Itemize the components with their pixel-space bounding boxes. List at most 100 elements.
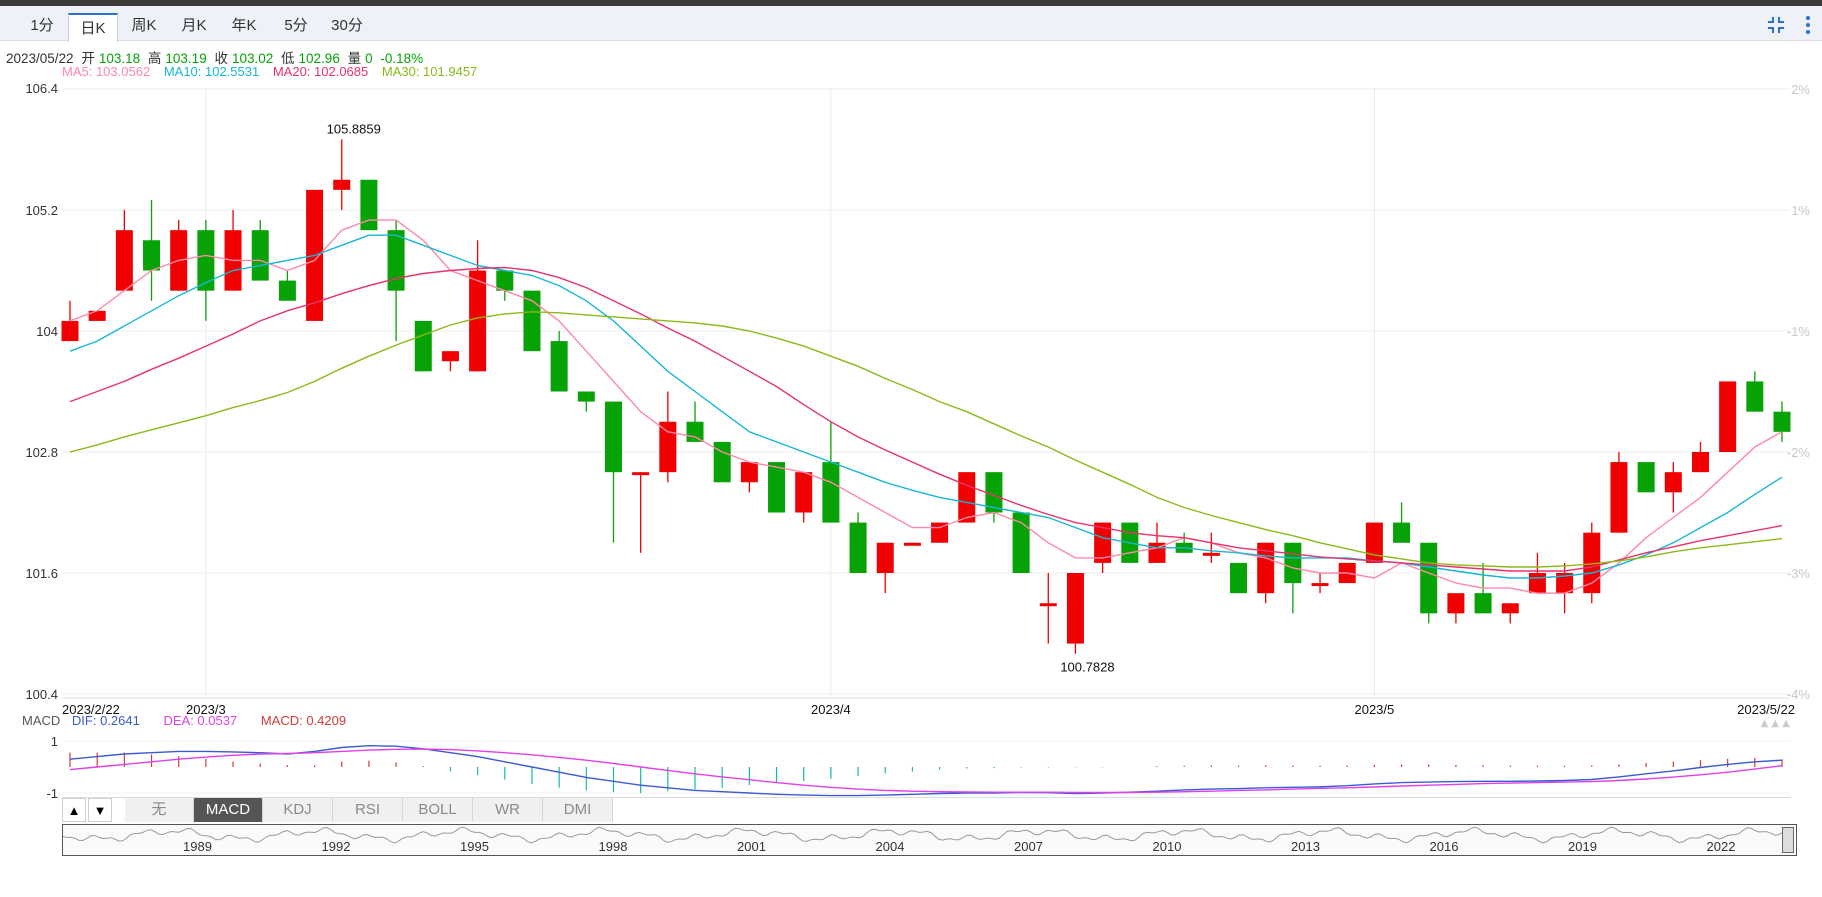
right-tick-label: 2% — [1791, 82, 1810, 97]
right-tick-label: -4% — [1787, 687, 1811, 702]
candle-body — [740, 462, 758, 483]
candle-body — [1311, 583, 1329, 587]
arrow-up-button[interactable]: ▲ — [62, 798, 86, 822]
candle-body — [1094, 522, 1112, 563]
candle-body — [441, 351, 459, 362]
x-tick-label: 2023/4 — [811, 702, 851, 717]
navigator-handle[interactable] — [1782, 827, 1794, 853]
candle-body — [903, 542, 921, 546]
indicator-macd[interactable]: MACD — [194, 798, 263, 822]
navigator-year-label: 2016 — [1429, 839, 1459, 854]
indicator-dmi[interactable]: DMI — [543, 798, 613, 822]
candle-body — [1746, 381, 1764, 412]
navigator-year-label: 2010 — [1152, 839, 1182, 854]
indicator-rsi[interactable]: RSI — [333, 798, 403, 822]
fullscreen-exit-icon[interactable] — [1766, 15, 1786, 40]
dea-legend: DEA: 0.0537 — [163, 713, 238, 728]
tab-weekly-k[interactable]: 周K — [131, 17, 157, 34]
candle-body — [822, 462, 840, 523]
ma-line-ma10 — [69, 234, 1783, 579]
candle-body — [115, 230, 133, 291]
y-tick-label: 104 — [36, 324, 58, 339]
macd-y-tick-label: -1 — [46, 786, 58, 801]
right-tick-label: -1% — [1787, 324, 1811, 339]
tab-yearly-k[interactable]: 年K — [231, 17, 257, 34]
x-tick-label: 2023/5/22 — [1737, 702, 1795, 717]
low-label: 低 — [281, 51, 295, 66]
ma-line-ma30 — [69, 311, 1783, 568]
navigator-year-label: 1992 — [321, 839, 351, 854]
right-tick-label: -2% — [1787, 445, 1811, 460]
candle-body — [143, 240, 161, 271]
candle-body — [360, 179, 378, 231]
quote-date: 2023/05/22 — [6, 51, 74, 66]
dif-line — [69, 744, 1783, 797]
candle-body — [577, 391, 595, 402]
time-navigator[interactable]: 1989 1992 1995 1998 2001 2004 2007 2010 2013 2016… — [62, 824, 1797, 856]
indicator-bar — [62, 797, 1791, 824]
candle-body — [1393, 522, 1411, 543]
candle-body — [1230, 562, 1248, 594]
indicator-boll[interactable]: BOLL — [403, 798, 473, 822]
navigator-year-label: 2001 — [737, 839, 766, 854]
close-label: 收 — [214, 51, 228, 66]
dif-legend: DIF: 0.2641 — [71, 713, 140, 728]
ma-line-ma5 — [69, 219, 1783, 594]
tab-daily-k[interactable]: 日K — [68, 13, 118, 42]
tab-5min[interactable]: 5分 — [284, 17, 308, 34]
candle-body — [1583, 532, 1601, 594]
candle-body — [686, 421, 704, 442]
navigator-year-label: 2019 — [1568, 839, 1597, 854]
candle-body — [550, 341, 568, 392]
volume-label: 量 — [347, 51, 362, 66]
more-vertical-icon[interactable] — [1804, 15, 1812, 40]
candle-body — [1637, 462, 1655, 493]
dea-line — [69, 748, 1783, 794]
navigator-sparkline — [63, 826, 1784, 844]
candle-body — [197, 230, 215, 291]
candle-body — [1719, 381, 1737, 452]
ma-legend: MA5: 103.0562 MA10: 102.5531 MA20: 102.0… — [62, 64, 481, 79]
x-tick-label: 2023/5 — [1354, 702, 1394, 717]
max-price-label: 105.8859 — [327, 121, 381, 136]
candle-body — [849, 522, 867, 573]
quote-summary: 2023/05/22 开 103.18 高 103.19 收 103.02 低 102.… — [6, 47, 427, 67]
candle-body — [414, 320, 432, 372]
open-label: 开 — [81, 51, 95, 66]
candle-body — [1202, 552, 1220, 556]
candle-body — [1501, 603, 1519, 614]
macd-value-legend: MACD: 0.4209 — [260, 713, 347, 728]
candle-body — [251, 230, 269, 281]
right-tick-label: -3% — [1787, 566, 1811, 581]
change-percent: -0.18% — [380, 51, 424, 66]
y-tick-label: 101.6 — [25, 566, 58, 581]
indicator-wr[interactable]: WR — [473, 798, 543, 822]
indicator-none[interactable]: 无 — [125, 798, 194, 822]
y-tick-label: 105.2 — [25, 203, 58, 218]
y-tick-label: 102.8 — [25, 445, 58, 460]
candle-body — [1284, 542, 1302, 584]
macd-name: MACD — [22, 713, 61, 728]
macd-legend: MACD DIF: 0.2641 DEA: 0.0537 MACD: 0.420… — [22, 713, 350, 728]
low-value: 102.96 — [298, 51, 340, 66]
indicator-kdj[interactable]: KDJ — [263, 798, 333, 822]
tab-30min[interactable]: 30分 — [331, 17, 363, 34]
ma10-legend: MA10: 102.5531 — [163, 64, 260, 79]
candle-body — [1066, 573, 1084, 644]
candle-body — [496, 270, 514, 291]
close-value: 103.02 — [231, 51, 274, 66]
tab-monthly-k[interactable]: 月K — [181, 17, 207, 34]
arrow-down-button[interactable]: ▼ — [88, 798, 112, 822]
tab-1min[interactable]: 1分 — [30, 17, 54, 34]
candle-body — [88, 310, 106, 321]
candle-body — [1420, 542, 1438, 614]
candle-body — [61, 320, 79, 342]
navigator-year-label: 2007 — [1014, 839, 1043, 854]
navigator-year-label: 1998 — [598, 839, 628, 854]
macd-y-tick-label: 1 — [51, 734, 58, 749]
candle-body — [1610, 462, 1628, 533]
candle-body — [1691, 452, 1709, 473]
period-toolbar: 1分 日K 周K 月K 年K 5分 30分 — [0, 6, 1822, 42]
navigator-year-label: 1989 — [183, 839, 212, 854]
navigator-year-label: 2022 — [1706, 839, 1736, 854]
